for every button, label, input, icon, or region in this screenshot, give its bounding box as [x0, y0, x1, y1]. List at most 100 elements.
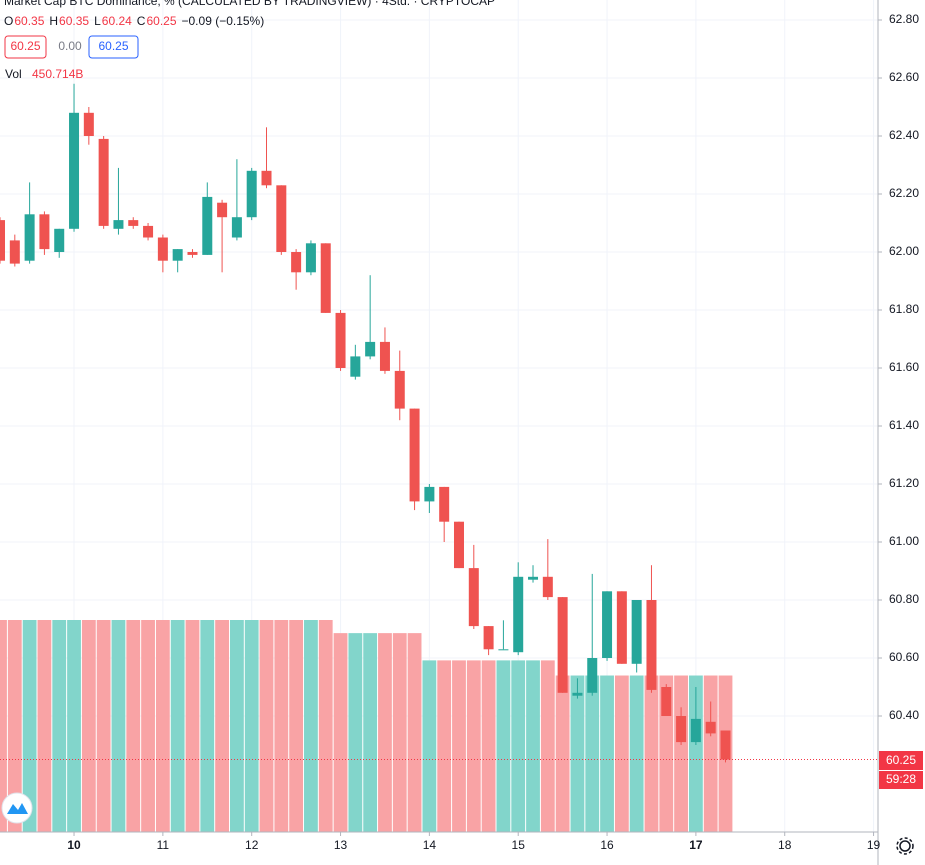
- volume-bar: [407, 633, 422, 832]
- candle-body: [143, 225, 154, 238]
- y-tick-label: 61.00: [889, 534, 919, 548]
- candle-body: [157, 237, 168, 261]
- candle-body: [394, 370, 405, 409]
- y-tick-label: 60.60: [889, 650, 919, 664]
- candle-body: [217, 202, 228, 218]
- y-tick-label: 61.80: [889, 302, 919, 316]
- ohlc-value: 60.25: [146, 14, 176, 28]
- volume-label: Vol: [5, 67, 22, 81]
- candle-body: [572, 692, 583, 696]
- x-tick-label: 10: [67, 838, 81, 852]
- candle-body: [513, 576, 524, 653]
- candle-body: [276, 185, 287, 253]
- candle-body: [305, 243, 316, 273]
- volume-bar: [392, 633, 407, 832]
- y-tick-label: 60.80: [889, 592, 919, 606]
- volume-bar: [703, 675, 718, 832]
- volume-bar: [111, 620, 126, 832]
- logo[interactable]: [1, 792, 33, 824]
- candle-body: [261, 170, 272, 186]
- volume-bar: [511, 660, 526, 832]
- candle-body: [320, 243, 331, 313]
- candle-body: [676, 716, 687, 743]
- spread: 0.00: [58, 39, 82, 53]
- y-tick-label: 61.60: [889, 360, 919, 374]
- volume-bar: [22, 620, 37, 832]
- volume-bar: [0, 620, 7, 832]
- volume-bar: [304, 620, 318, 832]
- candle-body: [468, 568, 479, 627]
- y-tick-label: 62.80: [889, 12, 919, 26]
- y-tick-label: 62.60: [889, 70, 919, 84]
- candle-body: [202, 196, 213, 255]
- ohlc-value: 60.24: [102, 14, 132, 28]
- volume-bar: [466, 660, 481, 832]
- x-tick-label: 13: [334, 838, 348, 852]
- candle-body: [661, 687, 672, 717]
- volume-bar: [644, 675, 659, 832]
- volume-bar: [141, 620, 155, 832]
- volume-bar: [259, 620, 274, 832]
- volume-bar: [688, 675, 703, 832]
- ohlc-label: C: [137, 14, 146, 28]
- x-tick-label: 14: [423, 838, 437, 852]
- candle-body: [720, 730, 731, 760]
- price-tag: [879, 751, 923, 770]
- volume-bar: [7, 620, 22, 832]
- candle-body: [705, 721, 716, 734]
- volume-bar: [540, 660, 555, 832]
- volume-bar: [126, 620, 141, 832]
- x-tick-label: 12: [245, 838, 259, 852]
- candle-body: [291, 252, 302, 273]
- y-tick-label: 62.20: [889, 186, 919, 200]
- candle-body: [187, 252, 198, 255]
- candle-body: [602, 591, 613, 659]
- settings-icon[interactable]: [896, 837, 914, 855]
- volume-bar: [496, 660, 511, 832]
- ohlc-label: L: [94, 14, 101, 28]
- volume-bar: [67, 620, 81, 832]
- candle-body: [631, 600, 642, 664]
- volume-bar: [348, 633, 363, 832]
- x-tick-label: 19: [867, 838, 881, 852]
- volume-bar: [555, 675, 570, 832]
- volume-bar: [526, 660, 540, 832]
- volume-bar: [52, 620, 67, 832]
- candle-body: [557, 597, 568, 693]
- y-tick-label: 62.40: [889, 128, 919, 142]
- volume-bar: [422, 660, 437, 832]
- candle-body: [365, 341, 376, 357]
- candle-body: [9, 240, 20, 264]
- bid-box: [4, 35, 47, 59]
- candle-body: [439, 486, 450, 522]
- volume-value: 450.714B: [32, 67, 83, 81]
- volume-bar: [674, 675, 688, 832]
- countdown-tag: [879, 771, 923, 789]
- candle-body: [424, 486, 435, 502]
- volume-bar: [600, 675, 614, 832]
- candle-body: [0, 220, 5, 261]
- volume-bar: [274, 620, 289, 832]
- volume-bar: [333, 633, 348, 832]
- candle-body: [542, 576, 553, 598]
- volume-bar: [244, 620, 259, 832]
- volume-bar: [229, 620, 244, 832]
- candle-body: [690, 718, 701, 743]
- candle-body: [128, 220, 139, 226]
- candle-body: [616, 591, 627, 664]
- y-tick-label: 62.00: [889, 244, 919, 258]
- volume-bar: [96, 620, 111, 832]
- volume-bar: [629, 675, 644, 832]
- candle-body: [24, 214, 35, 261]
- candle-body: [98, 138, 109, 226]
- x-tick-label: 16: [600, 838, 614, 852]
- volume-bar: [378, 633, 392, 832]
- volume-bar: [614, 675, 629, 832]
- volume-bar: [170, 620, 185, 832]
- candle-body: [453, 521, 464, 569]
- x-tick-label: 15: [512, 838, 526, 852]
- volume-bar: [185, 620, 200, 832]
- volume-bar: [570, 675, 585, 832]
- candle-body: [335, 312, 346, 369]
